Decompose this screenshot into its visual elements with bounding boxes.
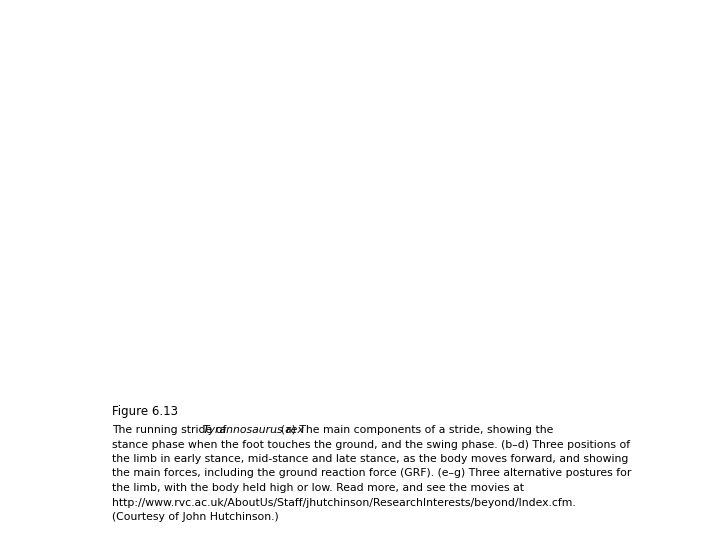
Text: (Courtesy of John Hutchinson.): (Courtesy of John Hutchinson.) <box>112 512 279 522</box>
Text: the limb, with the body held high or low. Read more, and see the movies at: the limb, with the body held high or low… <box>112 483 524 493</box>
Text: stance phase when the foot touches the ground, and the swing phase. (b–d) Three : stance phase when the foot touches the g… <box>112 440 630 449</box>
Text: The running stride of: The running stride of <box>112 425 230 435</box>
Text: http://www.rvc.ac.uk/AboutUs/Staff/jhutchinson/ResearchInterests/beyond/Index.cf: http://www.rvc.ac.uk/AboutUs/Staff/jhutc… <box>112 497 576 508</box>
Text: the limb in early stance, mid-stance and late stance, as the body moves forward,: the limb in early stance, mid-stance and… <box>112 454 629 464</box>
Text: . (a) The main components of a stride, showing the: . (a) The main components of a stride, s… <box>274 425 553 435</box>
Text: Figure 6.13: Figure 6.13 <box>112 405 178 418</box>
Text: Tyrannosaurus rex: Tyrannosaurus rex <box>203 425 304 435</box>
Bar <box>0 0 720 395</box>
Text: the main forces, including the ground reaction force (GRF). (e–g) Three alternat: the main forces, including the ground re… <box>112 469 631 478</box>
